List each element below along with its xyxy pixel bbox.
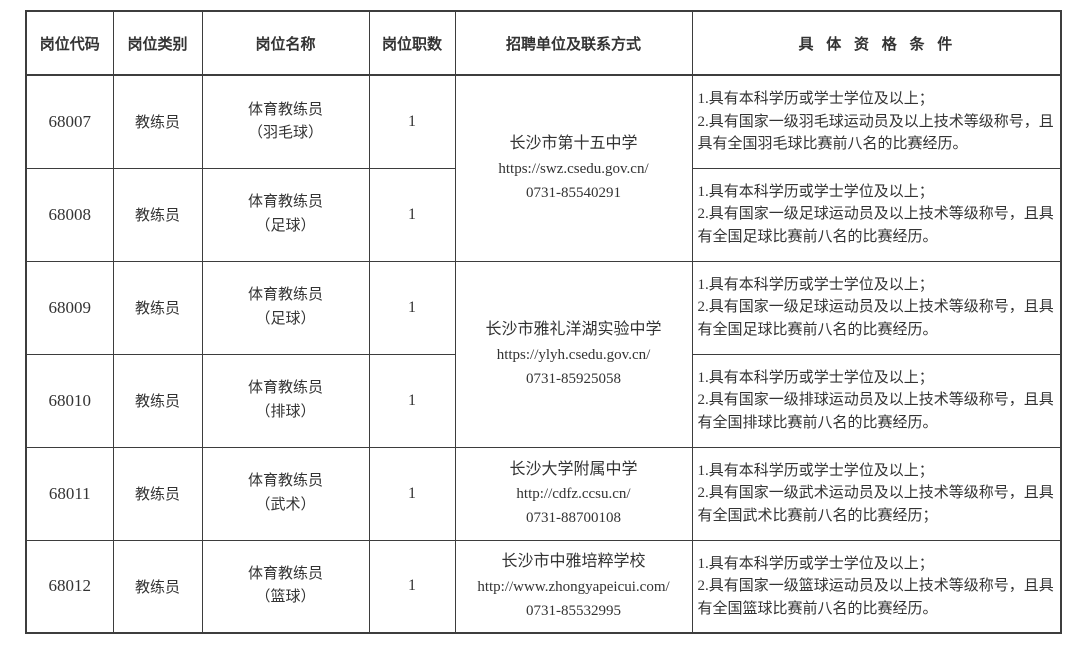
job-code-cell: 68009 <box>25 260 114 355</box>
header-unit-contact: 招聘单位及联系方式 <box>454 10 693 76</box>
job-code-cell: 68012 <box>25 539 114 634</box>
job-count-cell: 1 <box>368 353 456 448</box>
table-row-68009: 68009 教练员 体育教练员 （足球） 1 长沙市雅礼洋湖实验中学 https… <box>25 260 1062 448</box>
header-job-code: 岗位代码 <box>25 10 114 76</box>
unit-cell: 长沙市第十五中学 https://swz.csedu.gov.cn/ 0731-… <box>454 74 693 262</box>
unit-name: 长沙大学附属中学 <box>509 460 638 478</box>
job-category-cell: 教练员 <box>112 539 203 634</box>
qualifications-cell: 1.具有本科学历或学士学位及以上； 2.具有国家一级羽毛球运动员及以上技术等级称… <box>691 74 1062 169</box>
job-count-cell: 1 <box>368 167 456 262</box>
header-job-title: 岗位名称 <box>201 10 370 76</box>
qualifications-cell: 1.具有本科学历或学士学位及以上； 2.具有国家一级足球运动员及以上技术等级称号… <box>691 260 1062 355</box>
unit-cell: 长沙大学附属中学 http://cdfz.ccsu.cn/ 0731-88700… <box>454 446 693 541</box>
qualifications-cell: 1.具有本科学历或学士学位及以上； 2.具有国家一级篮球运动员及以上技术等级称号… <box>691 539 1062 634</box>
unit-phone: 0731-88700108 <box>526 510 621 527</box>
qualifications-cell: 1.具有本科学历或学士学位及以上； 2.具有国家一级排球运动员及以上技术等级称号… <box>691 353 1062 448</box>
unit-phone: 0731-85540291 <box>526 185 621 202</box>
job-code-cell: 68007 <box>25 74 114 169</box>
unit-name: 长沙市中雅培粹学校 <box>501 553 646 571</box>
job-category-cell: 教练员 <box>112 167 203 262</box>
unit-phone: 0731-85532995 <box>526 603 621 620</box>
job-count-cell: 1 <box>368 74 456 169</box>
job-title-cell: 体育教练员 （排球） <box>201 353 370 448</box>
unit-cell: 长沙市中雅培粹学校 http://www.zhongyapeicui.com/ … <box>454 539 693 634</box>
unit-url: http://www.zhongyapeicui.com/ <box>477 579 670 596</box>
job-code-cell: 68010 <box>25 353 114 448</box>
job-category-cell: 教练员 <box>112 260 203 355</box>
job-category-cell: 教练员 <box>112 446 203 541</box>
table-row-68010: 68010 教练员 体育教练员 （排球） 1 1.具有本科学历或学士学位及以上；… <box>25 353 1062 448</box>
table-row-68011: 68011 教练员 体育教练员 （武术） 1 长沙大学附属中学 http://c… <box>25 446 1062 541</box>
header-row: 岗位代码 岗位类别 岗位名称 岗位职数 招聘单位及联系方式 具体资格条件 <box>25 10 1062 76</box>
job-title-cell: 体育教练员 （篮球） <box>201 539 370 634</box>
job-code-cell: 68011 <box>25 446 114 541</box>
job-category-cell: 教练员 <box>112 74 203 169</box>
header-job-category: 岗位类别 <box>112 10 203 76</box>
header-qualifications: 具体资格条件 <box>691 10 1062 76</box>
unit-url: http://cdfz.ccsu.cn/ <box>516 486 631 503</box>
job-count-cell: 1 <box>368 539 456 634</box>
job-category-cell: 教练员 <box>112 353 203 448</box>
recruitment-table: 岗位代码 岗位类别 岗位名称 岗位职数 招聘单位及联系方式 具体资格条件 680… <box>25 10 1062 634</box>
unit-cell: 长沙市雅礼洋湖实验中学 https://ylyh.csedu.gov.cn/ 0… <box>454 260 693 448</box>
job-count-cell: 1 <box>368 446 456 541</box>
table-row-68007: 68007 教练员 体育教练员 （羽毛球） 1 长沙市第十五中学 https:/… <box>25 74 1062 262</box>
table-body: 68007 教练员 体育教练员 （羽毛球） 1 长沙市第十五中学 https:/… <box>25 74 1062 634</box>
qualifications-cell: 1.具有本科学历或学士学位及以上； 2.具有国家一级足球运动员及以上技术等级称号… <box>691 167 1062 262</box>
header-job-count: 岗位职数 <box>368 10 456 76</box>
qualifications-cell: 1.具有本科学历或学士学位及以上； 2.具有国家一级武术运动员及以上技术等级称号… <box>691 446 1062 541</box>
unit-phone: 0731-85925058 <box>526 370 621 387</box>
job-title-cell: 体育教练员 （足球） <box>201 167 370 262</box>
unit-name: 长沙市第十五中学 <box>509 135 638 153</box>
job-title-cell: 体育教练员 （羽毛球） <box>201 74 370 169</box>
job-code-cell: 68008 <box>25 167 114 262</box>
unit-url: https://swz.csedu.gov.cn/ <box>498 161 649 178</box>
unit-name: 长沙市雅礼洋湖实验中学 <box>485 321 662 339</box>
table-row-68012: 68012 教练员 体育教练员 （篮球） 1 长沙市中雅培粹学校 http://… <box>25 539 1062 634</box>
table-header: 岗位代码 岗位类别 岗位名称 岗位职数 招聘单位及联系方式 具体资格条件 <box>25 10 1062 76</box>
unit-url: https://ylyh.csedu.gov.cn/ <box>496 346 651 363</box>
job-count-cell: 1 <box>368 260 456 355</box>
table-row-68008: 68008 教练员 体育教练员 （足球） 1 1.具有本科学历或学士学位及以上；… <box>25 167 1062 262</box>
job-title-cell: 体育教练员 （足球） <box>201 260 370 355</box>
job-title-cell: 体育教练员 （武术） <box>201 446 370 541</box>
